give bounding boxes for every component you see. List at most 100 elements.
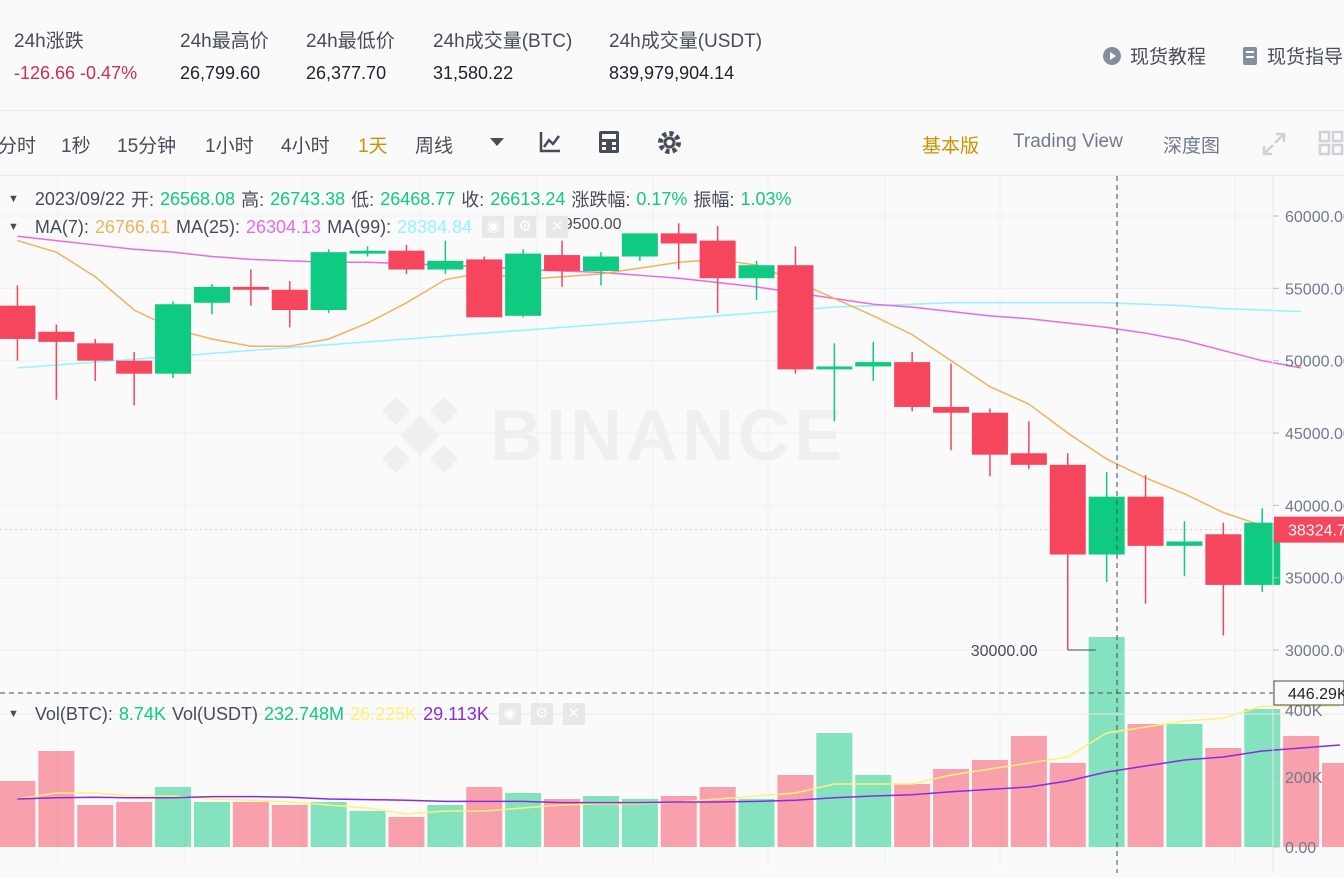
ma99-line xyxy=(17,302,1302,369)
volume-bar xyxy=(0,781,36,847)
volume-bar xyxy=(1088,637,1125,847)
last-price-label: 38324.7 xyxy=(1288,523,1344,540)
document-icon xyxy=(1243,46,1257,65)
legend-change-value: 0.17% xyxy=(636,188,688,209)
volume-bar xyxy=(777,775,814,847)
interval-1s[interactable]: 1秒 xyxy=(61,136,91,157)
volume-bar xyxy=(1244,709,1281,847)
candle-body xyxy=(971,412,1008,455)
volume-bar xyxy=(271,805,308,847)
crosshair-label-box xyxy=(1273,680,1344,706)
volume-bar xyxy=(738,799,775,847)
legend-ma99-label: MA(99): xyxy=(327,216,392,237)
collapse-caret-icon[interactable]: ▼ xyxy=(8,193,19,205)
volume-ma-line-2 xyxy=(17,744,1341,804)
view-tradingview[interactable]: Trading View xyxy=(1013,131,1123,152)
stat-value: 839,979,904.14 xyxy=(609,63,735,83)
high-marker-label: 59500.00 xyxy=(555,216,622,233)
eye-icon[interactable]: ◉ xyxy=(482,216,505,238)
view-basic[interactable]: 基本版 xyxy=(922,136,980,157)
interval-1d[interactable]: 1天 xyxy=(358,136,388,157)
grid-layout-icon[interactable] xyxy=(1318,130,1344,156)
low-marker-label: 30000.00 xyxy=(971,643,1038,660)
ticker-stats-bar: 24h涨跌 -126.66 -0.47% 24h最高价 26,799.60 24… xyxy=(0,0,1344,111)
candle-body xyxy=(660,233,697,244)
candle-body xyxy=(505,253,542,316)
volume-bar xyxy=(1283,736,1320,847)
collapse-caret-icon[interactable]: ▼ xyxy=(8,708,19,720)
view-depth-chart[interactable]: 深度图 xyxy=(1163,136,1221,157)
kline-chart-svg[interactable]: BINANCE 60000.00 55000.00 50000.00 45000.00… xyxy=(0,176,1344,873)
collapse-caret-icon[interactable]: ▼ xyxy=(8,221,19,233)
interval-dropdown-caret-icon[interactable] xyxy=(490,138,504,148)
price-tick-label: 55000.00 xyxy=(1285,281,1344,298)
volume-bar xyxy=(855,775,892,847)
candle-body xyxy=(582,256,619,271)
ohlc-legend: ▼ 2023/09/22 开: 26568.08 高: 26743.38 低: 264… xyxy=(8,186,791,212)
price-tick-label: 35000.00 xyxy=(1285,571,1344,588)
legend-ma7-value: 26766.61 xyxy=(94,216,170,237)
candle-body xyxy=(427,260,464,270)
legend-open-value: 26568.08 xyxy=(160,188,236,209)
interval-timeline[interactable]: 分时 xyxy=(0,136,37,157)
crosshair-label: 446.29K xyxy=(1288,686,1344,703)
close-icon[interactable]: ✕ xyxy=(546,216,569,238)
legend-vol-ma1-value: 26.225K xyxy=(350,703,418,724)
volume-bar xyxy=(1166,724,1203,847)
legend-ma25-label: MA(25): xyxy=(175,216,240,237)
interval-1h[interactable]: 1小时 xyxy=(205,136,254,157)
play-circle-icon xyxy=(1103,46,1121,65)
spot-guide-link[interactable]: 现货指导 xyxy=(1241,42,1343,69)
binance-watermark: BINANCE xyxy=(381,396,842,476)
volume-bar xyxy=(193,802,230,847)
stat-label: 24h涨跌 xyxy=(14,31,84,52)
candle-body xyxy=(1049,464,1086,555)
eye-icon[interactable]: ◉ xyxy=(498,703,521,725)
interval-15m[interactable]: 15分钟 xyxy=(117,136,177,157)
calculator-icon[interactable] xyxy=(598,130,620,154)
volume-bar xyxy=(1010,736,1047,847)
spot-tutorial-link[interactable]: 现货教程 xyxy=(1102,42,1206,69)
legend-high-label: 高: xyxy=(241,190,265,210)
volume-bar xyxy=(77,805,114,847)
volume-bar xyxy=(816,733,853,847)
volume-bar xyxy=(971,760,1008,847)
legend-vol-ma2-value: 29.113K xyxy=(423,703,489,724)
spot-guide-label: 现货指导 xyxy=(1267,47,1344,68)
interval-4h[interactable]: 4小时 xyxy=(281,136,330,157)
stat-24h-high: 24h最高价 26,799.60 xyxy=(180,26,269,84)
volume-bar xyxy=(232,802,269,847)
stat-value: 31,580.22 xyxy=(433,63,514,83)
volume-bar xyxy=(699,787,736,847)
fullscreen-icon[interactable] xyxy=(1261,131,1287,157)
interval-1w[interactable]: 周线 xyxy=(415,136,454,157)
price-tick-label: 30000.00 xyxy=(1285,643,1344,660)
stat-24h-volume-usdt: 24h成交量(USDT) 839,979,904.14 xyxy=(609,26,762,84)
chart-annotations: 446.29K 38324.7 30000.00 59500.00 xyxy=(0,176,1344,873)
price-tick-label: 60000.00 xyxy=(1285,209,1344,226)
candle-body xyxy=(544,255,581,271)
close-icon[interactable]: ✕ xyxy=(562,703,585,725)
candle-body xyxy=(777,265,814,370)
spot-tutorial-label: 现货教程 xyxy=(1130,47,1207,68)
legend-ma7-label: MA(7): xyxy=(34,216,89,237)
stat-value: 26,377.70 xyxy=(306,63,387,83)
legend-vol-usdt-label: Vol(USDT) xyxy=(171,703,258,724)
gear-icon[interactable] xyxy=(657,130,682,155)
indicator-chart-icon[interactable] xyxy=(538,130,562,154)
volume-bar xyxy=(1322,763,1344,847)
volume-bar xyxy=(660,796,697,847)
legend-amplitude-value: 1.03% xyxy=(740,188,792,209)
stat-label: 24h最高价 xyxy=(180,31,269,52)
kline-chart[interactable]: BINANCE 60000.00 55000.00 50000.00 45000.00… xyxy=(0,176,1344,873)
stat-label: 24h成交量(BTC) xyxy=(433,31,573,52)
volume-bar xyxy=(621,799,658,847)
gear-icon[interactable]: ⚙ xyxy=(530,703,553,725)
candle-body xyxy=(116,360,153,374)
volume-bars xyxy=(0,637,1344,847)
chart-toolbar: 分时 1秒 15分钟 1小时 4小时 1天 周线 基本版 Trading Vie… xyxy=(0,111,1344,176)
gear-icon[interactable]: ⚙ xyxy=(514,216,537,238)
ma-legend: ▼ MA(7): 26766.61 MA(25): 26304.13 MA(99):… xyxy=(8,216,569,238)
price-tick-label: 45000.00 xyxy=(1285,426,1344,443)
volume-bar xyxy=(116,802,153,847)
